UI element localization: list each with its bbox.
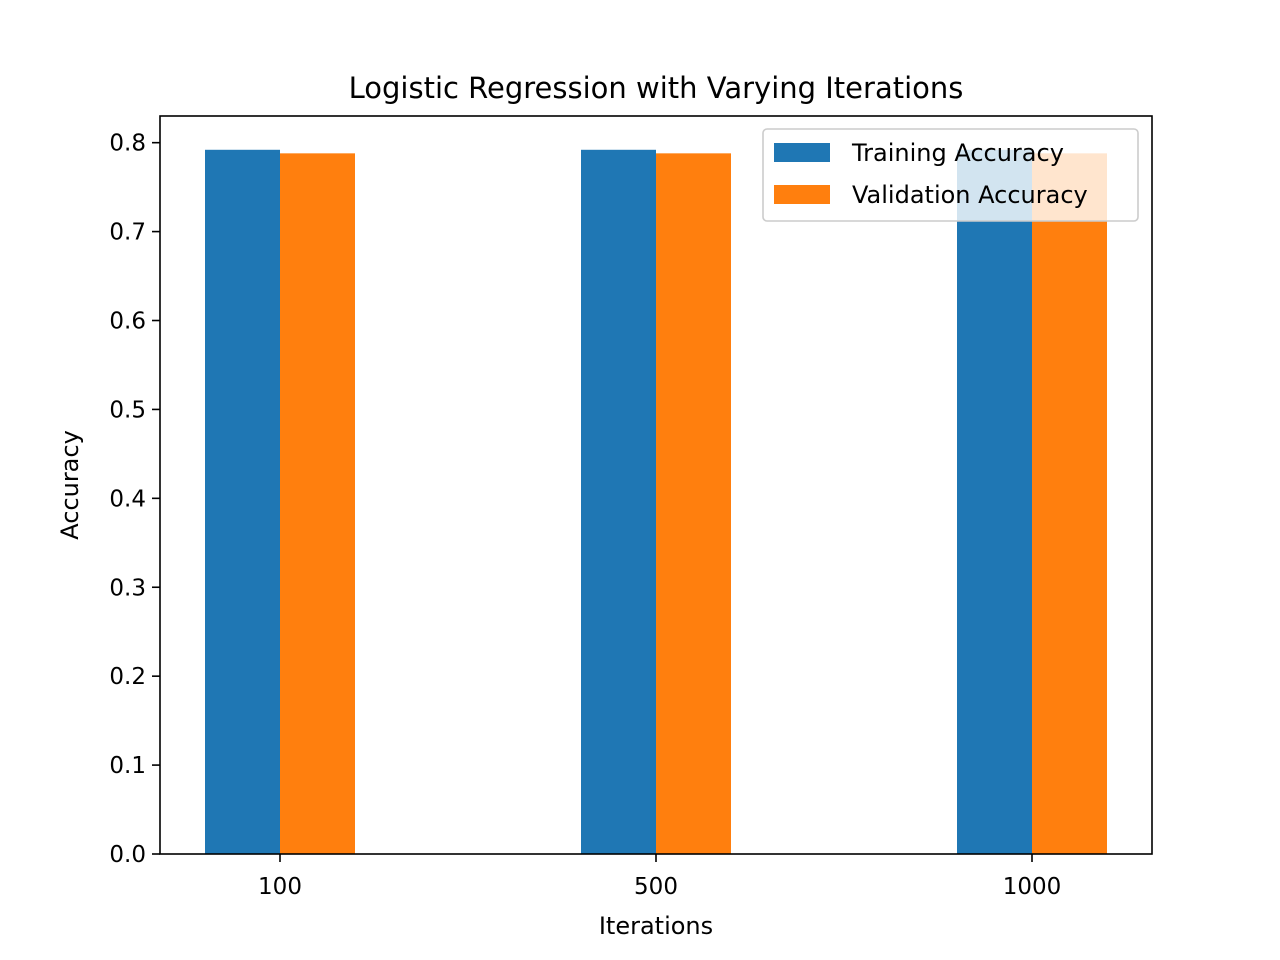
legend-swatch-training [774,143,830,162]
y-axis: 0.0 0.1 0.2 0.3 0.4 0.5 0.6 0.7 0.8 [109,131,160,868]
legend-box [762,128,1139,222]
legend: Training Accuracy Validation Accuracy [762,128,1139,222]
y-tick-label: 0.0 [109,842,146,868]
y-tick-label: 0.1 [109,753,146,779]
bar-training-1000 [957,149,1032,854]
y-tick-label: 0.5 [109,397,146,423]
y-tick-label: 0.6 [109,309,146,335]
legend-label-training: Training Accuracy [851,139,1064,167]
bar-validation-100 [280,153,355,854]
y-tick-label: 0.7 [109,220,146,246]
legend-swatch-validation [774,185,830,204]
x-tick-label: 100 [258,874,302,900]
bar-validation-500 [656,153,731,854]
bar-validation-1000 [1032,153,1107,854]
y-tick-label: 0.2 [109,664,146,690]
legend-label-validation: Validation Accuracy [852,181,1088,209]
y-axis-label: Accuracy [56,430,84,540]
x-axis-label: Iterations [599,912,713,940]
y-tick-label: 0.3 [109,575,146,601]
bar-training-500 [581,149,656,854]
bars-group [205,149,1107,854]
x-tick-label: 500 [634,874,678,900]
y-tick-label: 0.4 [109,486,146,512]
x-axis: 100 500 1000 [258,854,1061,900]
bar-training-100 [205,149,280,854]
y-tick-label: 0.8 [109,131,146,157]
x-tick-label: 1000 [1003,874,1062,900]
chart-title: Logistic Regression with Varying Iterati… [349,71,964,105]
